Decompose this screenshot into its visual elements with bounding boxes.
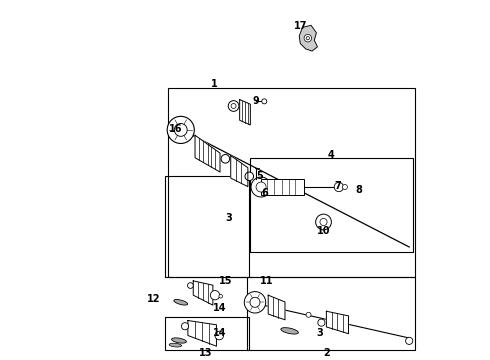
Text: 3: 3 xyxy=(317,328,323,338)
Ellipse shape xyxy=(169,343,182,347)
Text: 6: 6 xyxy=(261,188,268,198)
Circle shape xyxy=(306,37,309,40)
Text: 13: 13 xyxy=(199,348,213,358)
Text: 2: 2 xyxy=(324,348,330,358)
Circle shape xyxy=(210,291,220,300)
Bar xyxy=(168,88,415,277)
Text: 16: 16 xyxy=(169,124,182,134)
Polygon shape xyxy=(240,100,250,125)
Circle shape xyxy=(250,297,260,307)
Circle shape xyxy=(318,319,325,326)
Circle shape xyxy=(174,123,187,136)
Polygon shape xyxy=(195,135,220,172)
Circle shape xyxy=(245,172,253,181)
Polygon shape xyxy=(231,156,248,186)
Polygon shape xyxy=(193,281,213,305)
Circle shape xyxy=(188,283,193,288)
Text: 9: 9 xyxy=(252,96,259,106)
Text: 12: 12 xyxy=(147,294,161,304)
Circle shape xyxy=(316,214,331,230)
Circle shape xyxy=(343,185,347,189)
Circle shape xyxy=(320,219,327,226)
Text: 7: 7 xyxy=(335,181,341,191)
Text: 5: 5 xyxy=(256,171,263,181)
Polygon shape xyxy=(326,311,348,334)
Text: 17: 17 xyxy=(294,21,307,31)
Text: 10: 10 xyxy=(317,226,330,236)
Text: 8: 8 xyxy=(356,185,363,195)
Text: 11: 11 xyxy=(260,276,273,286)
Circle shape xyxy=(221,154,230,163)
Ellipse shape xyxy=(281,328,298,334)
Text: 3: 3 xyxy=(225,213,232,224)
Circle shape xyxy=(304,35,312,42)
Polygon shape xyxy=(299,25,318,51)
Ellipse shape xyxy=(174,300,188,305)
Text: 1: 1 xyxy=(211,78,218,89)
Text: 14: 14 xyxy=(213,303,227,313)
Circle shape xyxy=(406,337,413,345)
Circle shape xyxy=(215,331,223,340)
Circle shape xyxy=(306,312,311,317)
Circle shape xyxy=(228,101,239,111)
Circle shape xyxy=(245,292,266,313)
Bar xyxy=(247,277,415,351)
Text: 4: 4 xyxy=(327,150,334,160)
Ellipse shape xyxy=(172,338,186,343)
Bar xyxy=(165,176,248,277)
Circle shape xyxy=(251,177,271,197)
Text: 15: 15 xyxy=(219,276,232,286)
Circle shape xyxy=(256,182,266,192)
Circle shape xyxy=(334,183,343,192)
Circle shape xyxy=(231,103,236,108)
Bar xyxy=(165,316,248,351)
Bar xyxy=(261,179,304,195)
Circle shape xyxy=(262,99,267,104)
Polygon shape xyxy=(268,295,285,320)
Circle shape xyxy=(219,294,222,298)
Polygon shape xyxy=(188,320,217,346)
Text: 14: 14 xyxy=(213,328,227,338)
Circle shape xyxy=(167,116,195,144)
Bar xyxy=(250,158,413,252)
Circle shape xyxy=(181,323,189,330)
